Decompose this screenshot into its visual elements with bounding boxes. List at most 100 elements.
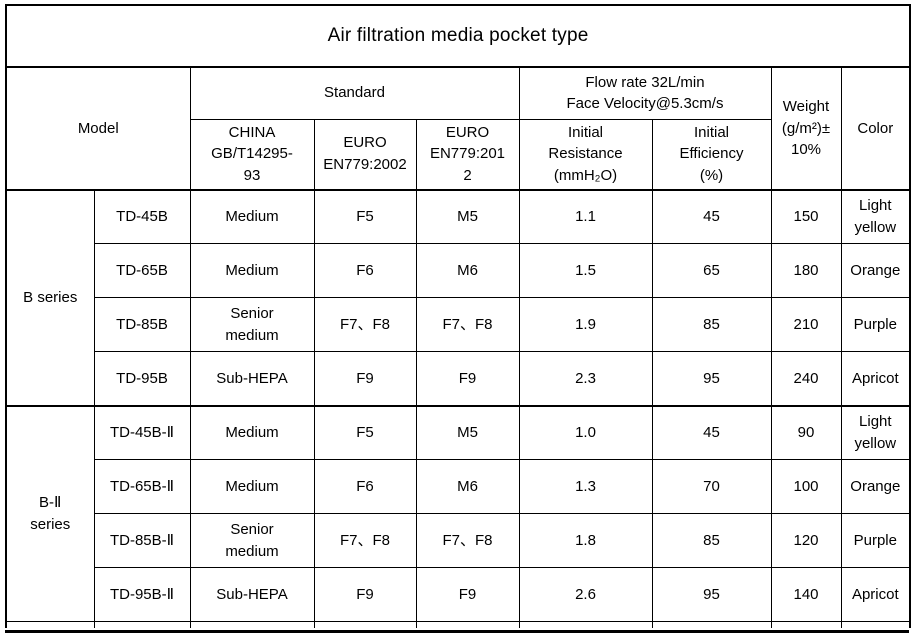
table-row: TD-65B Medium F6 M6 1.5 65 180 Orange	[6, 243, 911, 299]
china-standard-header: CHINA GB/T14295- 93	[189, 118, 315, 191]
efficiency-cell: 85	[651, 297, 772, 353]
efficiency-cell: 70	[651, 459, 772, 515]
empty-cell	[5, 621, 95, 628]
empty-cell	[840, 621, 911, 628]
euro2002-grade-cell: F9	[313, 567, 417, 623]
weight-cell: 140	[770, 567, 842, 623]
initial-resistance-header: Initial Resistance (mmH₂O)	[518, 118, 653, 191]
model-cell: TD-95B	[93, 351, 191, 407]
empty-cell	[313, 621, 417, 628]
table-row: TD-85B Senior medium F7、F8 F7、F8 1.9 85 …	[6, 297, 911, 353]
efficiency-cell: 45	[651, 188, 772, 245]
resistance-cell: 1.3	[518, 459, 653, 515]
euro2012-grade-cell: M5	[415, 404, 520, 461]
color-cell: Orange	[840, 459, 911, 515]
series-cell: B series	[5, 188, 95, 407]
euro2002-grade-cell: F5	[313, 188, 417, 245]
weight-cell: 210	[770, 297, 842, 353]
resistance-cell: 2.3	[518, 351, 653, 407]
model-cell: TD-85B-Ⅱ	[93, 513, 191, 569]
china-grade-cell: Senior medium	[189, 513, 315, 569]
color-cell: Orange	[840, 243, 911, 299]
color-cell: Purple	[840, 297, 911, 353]
model-cell: TD-65B-Ⅱ	[93, 459, 191, 515]
china-grade-cell: Medium	[189, 188, 315, 245]
empty-cell	[770, 621, 842, 628]
weight-cell: 100	[770, 459, 842, 515]
resistance-cell: 1.5	[518, 243, 653, 299]
header-row-1: Model Standard Flow rate 32L/min Face Ve…	[5, 66, 911, 191]
empty-cell	[189, 621, 315, 628]
air-filtration-spec-table: Air filtration media pocket type Model S…	[5, 4, 912, 628]
weight-cell: 150	[770, 188, 842, 245]
euro2012-grade-cell: F9	[415, 351, 520, 407]
clipped-next-row	[5, 621, 911, 628]
model-cell: TD-65B	[93, 243, 191, 299]
euro2012-grade-cell: M6	[415, 243, 520, 299]
euro2002-grade-cell: F6	[313, 243, 417, 299]
color-cell: Light yellow	[840, 404, 911, 461]
color-cell: Purple	[840, 513, 911, 569]
header-row-2: CHINA GB/T14295- 93 EURO EN779:2002 EURO…	[6, 118, 910, 191]
spec-table-sheet: Air filtration media pocket type Model S…	[5, 4, 912, 628]
weight-cell: 240	[770, 351, 842, 407]
weight-cell: 90	[770, 404, 842, 461]
euro2012-standard-header: EURO EN779:201 2	[415, 118, 520, 191]
euro2002-grade-cell: F6	[313, 459, 417, 515]
color-cell: Light yellow	[840, 188, 911, 245]
table-bottom-edge	[5, 630, 909, 633]
weight-cell: 120	[770, 513, 842, 569]
table-row: TD-65B-Ⅱ Medium F6 M6 1.3 70 100 Orange	[6, 459, 911, 515]
resistance-cell: 2.6	[518, 567, 653, 623]
empty-cell	[415, 621, 520, 628]
china-grade-cell: Sub-HEPA	[189, 567, 315, 623]
resistance-cell: 1.1	[518, 188, 653, 245]
table-row: B-Ⅱ series TD-45B-Ⅱ Medium F5 M5 1.0 45 …	[5, 404, 911, 623]
resistance-cell: 1.9	[518, 297, 653, 353]
color-cell: Apricot	[840, 567, 911, 623]
color-cell: Apricot	[840, 351, 911, 407]
efficiency-cell: 95	[651, 567, 772, 623]
euro2012-grade-cell: M6	[415, 459, 520, 515]
table-row: TD-95B Sub-HEPA F9 F9 2.3 95 240 Apricot	[6, 351, 911, 407]
efficiency-cell: 85	[651, 513, 772, 569]
china-grade-cell: Medium	[189, 459, 315, 515]
efficiency-cell: 45	[651, 404, 772, 461]
china-grade-cell: Senior medium	[189, 297, 315, 353]
title-row: Air filtration media pocket type	[5, 4, 911, 68]
euro2012-grade-cell: M5	[415, 188, 520, 245]
standard-header: Standard	[189, 66, 520, 120]
model-header: Model	[5, 66, 191, 191]
series-cell: B-Ⅱ series	[5, 404, 95, 623]
table-row: TD-95B-Ⅱ Sub-HEPA F9 F9 2.6 95 140 Apric…	[6, 567, 911, 623]
china-grade-cell: Medium	[189, 404, 315, 461]
flow-rate-header: Flow rate 32L/min Face Velocity@5.3cm/s	[518, 66, 772, 120]
model-cell: TD-95B-Ⅱ	[93, 567, 191, 623]
euro2002-grade-cell: F7、F8	[313, 297, 417, 353]
euro2012-grade-cell: F9	[415, 567, 520, 623]
empty-cell	[518, 621, 653, 628]
model-cell: TD-45B-Ⅱ	[93, 404, 191, 461]
model-cell: TD-85B	[93, 297, 191, 353]
euro2002-grade-cell: F5	[313, 404, 417, 461]
euro2002-grade-cell: F9	[313, 351, 417, 407]
weight-cell: 180	[770, 243, 842, 299]
table-row: TD-85B-Ⅱ Senior medium F7、F8 F7、F8 1.8 8…	[6, 513, 911, 569]
page-title: Air filtration media pocket type	[5, 4, 911, 68]
empty-cell	[651, 621, 772, 628]
efficiency-cell: 95	[651, 351, 772, 407]
resistance-cell: 1.0	[518, 404, 653, 461]
weight-header: Weight (g/m²)± 10%	[770, 66, 842, 191]
model-cell: TD-45B	[93, 188, 191, 245]
empty-cell	[93, 621, 191, 628]
resistance-cell: 1.8	[518, 513, 653, 569]
euro2012-grade-cell: F7、F8	[415, 513, 520, 569]
euro2002-grade-cell: F7、F8	[313, 513, 417, 569]
euro2012-grade-cell: F7、F8	[415, 297, 520, 353]
china-grade-cell: Sub-HEPA	[189, 351, 315, 407]
color-header: Color	[840, 66, 911, 191]
efficiency-cell: 65	[651, 243, 772, 299]
euro2002-standard-header: EURO EN779:2002	[313, 118, 417, 191]
initial-efficiency-header: Initial Efficiency (%)	[651, 118, 772, 191]
table-row: B series TD-45B Medium F5 M5 1.1 45 150 …	[5, 188, 911, 407]
